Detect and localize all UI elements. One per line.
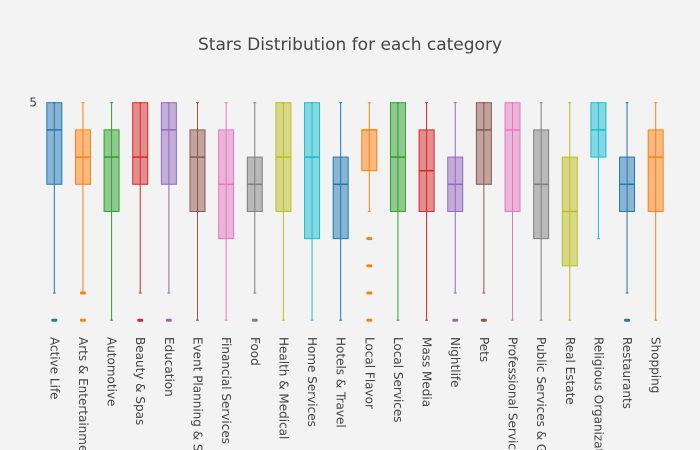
box-iqr	[504, 102, 521, 212]
box-group	[418, 102, 435, 321]
x-tick-label: Nightlife	[448, 337, 462, 388]
x-tick-label: Local Flavor	[362, 337, 376, 409]
outlier-point	[79, 291, 86, 295]
outlier-point	[452, 318, 459, 322]
outlier-point	[51, 318, 58, 322]
box-group	[647, 102, 664, 321]
box-group	[590, 102, 607, 240]
outlier-point	[366, 264, 373, 268]
outlier-point	[79, 318, 86, 322]
outlier-point	[165, 318, 172, 322]
box-group	[475, 102, 492, 322]
outlier-point	[366, 318, 373, 322]
box-group	[533, 102, 550, 321]
box-iqr	[332, 156, 349, 240]
x-tick-label: Automotive	[105, 337, 119, 406]
x-tick-label: Event Planning & Services	[191, 337, 205, 450]
x-axis: Active Life Arts & Entertainment Automotiv…	[47, 337, 662, 450]
x-tick-label: Public Services & Government	[534, 337, 548, 450]
box-group	[619, 102, 636, 322]
x-tick-label: Health & Medical	[276, 337, 290, 439]
x-tick-label: Beauty & Spas	[133, 337, 147, 425]
x-tick-label: Active Life	[47, 337, 61, 400]
box-group	[304, 102, 321, 321]
box-group	[132, 102, 149, 322]
outlier-point	[366, 237, 373, 241]
box-group	[103, 102, 120, 321]
x-tick-label: Mass Media	[420, 337, 434, 407]
box-group	[218, 102, 235, 321]
x-tick-label: Hotels & Travel	[334, 337, 348, 428]
box-series	[46, 102, 664, 322]
chart-title: Stars Distribution for each category	[198, 35, 502, 55]
outlier-point	[251, 318, 258, 322]
box-iqr	[103, 129, 120, 212]
box-group	[561, 102, 578, 321]
x-tick-label: Arts & Entertainment	[76, 337, 90, 450]
x-tick-label: Pets	[477, 337, 491, 362]
y-axis: 5	[29, 96, 37, 110]
x-tick-label: Professional Services	[506, 337, 520, 450]
box-group	[332, 102, 349, 321]
box-iqr	[475, 102, 492, 185]
box-group	[189, 102, 206, 321]
outlier-point	[480, 318, 487, 322]
outlier-point	[137, 318, 144, 322]
box-iqr	[647, 129, 664, 212]
box-group	[504, 102, 521, 321]
box-group	[160, 102, 177, 322]
x-tick-label: Shopping	[649, 337, 663, 393]
x-tick-label: Local Services	[391, 337, 405, 423]
box-iqr	[361, 129, 378, 172]
box-group	[46, 102, 63, 322]
box-group	[389, 102, 406, 321]
box-group	[74, 102, 91, 322]
box-group	[275, 102, 292, 321]
box-iqr	[160, 102, 177, 185]
box-iqr	[189, 129, 206, 212]
box-group	[447, 102, 464, 322]
outlier-point	[624, 318, 631, 322]
y-tick-label: 5	[29, 96, 37, 110]
x-tick-label: Financial Services	[219, 337, 233, 444]
x-tick-label: Religious Organizations	[591, 337, 605, 450]
box-group	[246, 102, 263, 322]
box-iqr	[132, 102, 149, 185]
box-iqr	[46, 102, 63, 185]
box-group	[361, 102, 378, 322]
x-tick-label: Real Estate	[563, 337, 577, 405]
x-tick-label: Education	[162, 337, 176, 397]
x-tick-label: Food	[248, 337, 262, 366]
x-tick-label: Home Services	[305, 337, 319, 427]
box-iqr	[304, 102, 321, 240]
x-tick-label: Restaurants	[620, 337, 634, 409]
outlier-point	[366, 291, 373, 295]
